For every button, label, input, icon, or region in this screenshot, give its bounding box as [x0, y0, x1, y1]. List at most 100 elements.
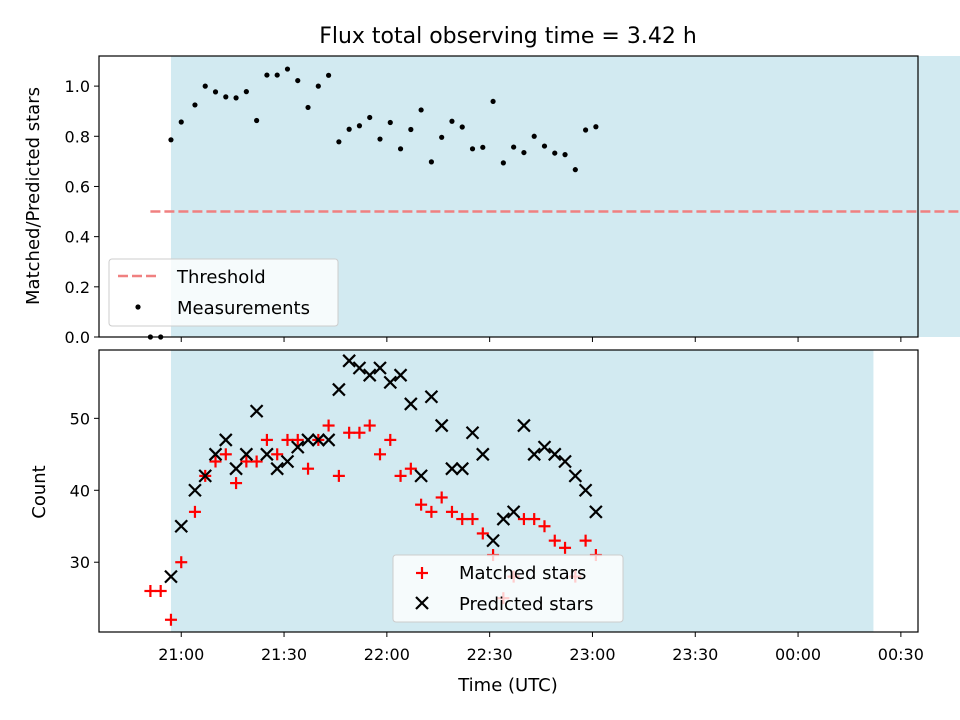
- predicted-x-b: [239, 447, 254, 462]
- measurement-point: [305, 104, 311, 111]
- measurement-point: [490, 98, 496, 105]
- axes-frame: [98, 55, 919, 338]
- matched-stars-point: [435, 491, 448, 504]
- predicted-x-b: [249, 404, 264, 418]
- measurement-point: [541, 143, 548, 149]
- predicted-stars-point: [270, 461, 284, 476]
- axes-frame: [98, 349, 919, 633]
- x-tick-label: 22:30: [467, 645, 513, 664]
- predicted-stars-point: [321, 433, 336, 447]
- count-panel: Count Time (UTC) 30 40 50 21:00 21:30 22:00 22…: [29, 349, 924, 696]
- predicted-x-b: [568, 469, 583, 483]
- measurement-point: [254, 117, 260, 124]
- measurement-point: [572, 167, 578, 173]
- predicted-x-b: [578, 483, 593, 498]
- predicted-x-b: [424, 389, 439, 404]
- matched-stars-point: [476, 527, 489, 540]
- matched-stars-point: [384, 433, 397, 446]
- measurement-point: [178, 119, 184, 125]
- predicted-stars-point: [342, 354, 356, 368]
- matched-stars-point: [528, 513, 541, 526]
- x-tick-label: 00:00: [775, 645, 821, 664]
- matched-stars-point: [343, 426, 356, 439]
- predicted-x-b: [455, 461, 470, 476]
- measurement-point: [480, 144, 486, 150]
- predicted-stars-point: [311, 433, 326, 447]
- measurement-point: [439, 134, 445, 140]
- predicted-x-b: [506, 505, 521, 519]
- predicted-x-b: [414, 469, 428, 483]
- matched-stars-point: [353, 426, 366, 439]
- x-tick-label: 21:00: [158, 645, 204, 664]
- matched-stars-point: [363, 419, 376, 432]
- predicted-x-b: [527, 447, 541, 462]
- predicted-x-b: [164, 569, 178, 584]
- predicted-x-b: [496, 512, 511, 526]
- matched-stars-point: [373, 448, 386, 461]
- matched-stars-point: [260, 433, 273, 446]
- measurement-point: [168, 137, 174, 143]
- predicted-stars-point: [496, 512, 511, 526]
- predicted-x-b: [260, 447, 274, 462]
- y-tick-label: 1.0: [65, 77, 90, 96]
- predicted-x-b: [174, 519, 189, 534]
- predicted-stars-point: [414, 469, 428, 483]
- predicted-stars-point: [537, 440, 552, 454]
- matched-stars-point: [281, 433, 294, 446]
- predicted-stars-point: [188, 483, 202, 498]
- predicted-x-b: [373, 361, 387, 375]
- measurement-point: [552, 150, 558, 156]
- predicted-x-b: [188, 483, 202, 498]
- matched-stars-point: [445, 505, 458, 518]
- y-tick-label: 30: [70, 553, 90, 572]
- measurement-point: [583, 127, 589, 133]
- predicted-x-b: [342, 354, 356, 368]
- predicted-stars-point: [558, 454, 572, 469]
- measurement-point: [315, 83, 321, 89]
- matched-stars-point: [271, 448, 284, 461]
- ratio-panel: Flux total observing time = 3.42 h Match…: [23, 24, 960, 347]
- predicted-x-b: [486, 533, 500, 548]
- matched-stars-point: [456, 513, 469, 526]
- predicted-x-b: [404, 397, 418, 411]
- measurement-point: [593, 124, 599, 130]
- matched-stars-point: [230, 477, 243, 490]
- measurement-point: [387, 119, 393, 126]
- predicted-stars-point: [404, 397, 418, 411]
- measurement-point: [428, 159, 434, 165]
- predicted-x-b: [280, 454, 295, 469]
- predicted-x-b: [517, 418, 531, 433]
- legend-threshold-label: Threshold: [176, 267, 266, 288]
- matched-stars-point: [517, 513, 530, 526]
- matched-stars-point: [466, 513, 479, 526]
- matched-stars-point: [188, 505, 201, 518]
- matched-stars-point: [219, 448, 232, 461]
- y-axis-label-ratio: Matched/Predicted stars: [23, 87, 44, 305]
- x-tick-label: 23:30: [672, 645, 718, 664]
- predicted-x-b: [445, 461, 459, 476]
- measurement-point: [264, 72, 270, 78]
- measurement-point: [459, 124, 465, 130]
- predicted-stars-point: [352, 361, 367, 375]
- predicted-x-b: [362, 368, 377, 382]
- matched-stars-point: [291, 433, 304, 446]
- predicted-stars-point: [517, 418, 531, 433]
- measurement-point: [325, 72, 332, 78]
- predicted-stars-point: [547, 447, 562, 462]
- legend-matched-swatch: [416, 567, 428, 579]
- legend-predicted-swatch: [415, 596, 429, 610]
- predicted-stars-point: [260, 447, 274, 462]
- predicted-x-b: [290, 440, 305, 454]
- predicted-stars-point: [280, 454, 295, 469]
- count-legend: Matched stars Predicted stars: [392, 554, 624, 623]
- legend-matched-label: Matched stars: [459, 563, 586, 584]
- measurement-point: [336, 139, 342, 145]
- predicted-x-b: [465, 425, 480, 440]
- ratio-legend-box: [108, 258, 339, 327]
- predicted-stars-point: [578, 483, 593, 498]
- predicted-x-b: [321, 433, 336, 447]
- y-tick-label: 0.8: [65, 127, 90, 146]
- matched-stars-point: [332, 469, 345, 482]
- predicted-stars-point: [208, 447, 223, 462]
